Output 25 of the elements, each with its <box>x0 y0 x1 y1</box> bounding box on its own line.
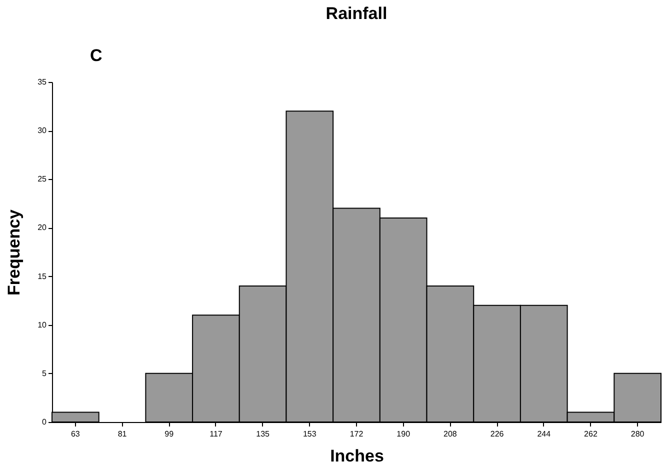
x-tick-label: 208 <box>444 430 458 438</box>
x-tick-label: 226 <box>490 430 504 438</box>
x-tick-label: 262 <box>584 430 598 438</box>
x-tick-label: 63 <box>70 430 80 438</box>
y-tick-label: 35 <box>38 78 48 86</box>
x-tick-label: 81 <box>118 430 128 438</box>
x-tick-label: 280 <box>630 430 645 438</box>
y-tick-label: 30 <box>38 126 48 136</box>
x-axis-title: Inches <box>330 446 384 466</box>
y-tick-label: 5 <box>42 368 48 378</box>
y-tick-label: 0 <box>42 418 48 426</box>
x-tick-label: 99 <box>164 430 174 438</box>
y-tick-label: 25 <box>38 174 48 184</box>
y-tick-label: 20 <box>38 223 48 232</box>
x-tick-label: 135 <box>256 430 270 438</box>
x-tick-label: 190 <box>396 430 411 438</box>
x-tick-label: 244 <box>537 430 552 438</box>
chart-title: Rainfall <box>326 4 388 23</box>
y-axis-title: Frequency <box>4 208 24 296</box>
y-tick-label: 10 <box>38 320 48 330</box>
x-tick-label: 117 <box>210 430 223 438</box>
x-tick-label: 172 <box>350 430 364 438</box>
y-tick-label: 15 <box>38 272 48 281</box>
text: C <box>90 46 102 65</box>
x-tick-label: 153 <box>302 430 317 438</box>
